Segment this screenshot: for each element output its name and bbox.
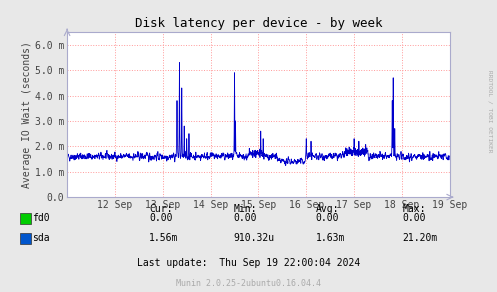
sda bbox=[412, 154, 417, 157]
Text: Last update:  Thu Sep 19 22:00:04 2024: Last update: Thu Sep 19 22:00:04 2024 bbox=[137, 258, 360, 268]
Text: RRDTOOL / TOBI OETIKER: RRDTOOL / TOBI OETIKER bbox=[487, 70, 492, 152]
Text: 1.56m: 1.56m bbox=[149, 233, 178, 243]
sda bbox=[283, 164, 289, 167]
Text: sda: sda bbox=[32, 233, 50, 243]
Text: 0.00: 0.00 bbox=[403, 213, 426, 223]
Text: 1.63m: 1.63m bbox=[316, 233, 345, 243]
sda bbox=[351, 153, 357, 156]
Text: fd0: fd0 bbox=[32, 213, 50, 223]
Text: Cur:: Cur: bbox=[149, 204, 172, 214]
Text: 21.20m: 21.20m bbox=[403, 233, 438, 243]
sda bbox=[64, 154, 70, 157]
sda bbox=[446, 155, 452, 159]
Line: sda: sda bbox=[67, 62, 450, 165]
sda bbox=[239, 154, 245, 158]
Text: Munin 2.0.25-2ubuntu0.16.04.4: Munin 2.0.25-2ubuntu0.16.04.4 bbox=[176, 279, 321, 288]
Text: 910.32u: 910.32u bbox=[234, 233, 275, 243]
Y-axis label: Average IO Wait (seconds): Average IO Wait (seconds) bbox=[22, 41, 32, 188]
sda bbox=[279, 158, 285, 161]
Text: Max:: Max: bbox=[403, 204, 426, 214]
Title: Disk latency per device - by week: Disk latency per device - by week bbox=[135, 17, 382, 29]
Text: 0.00: 0.00 bbox=[234, 213, 257, 223]
sda bbox=[176, 61, 182, 64]
Text: 0.00: 0.00 bbox=[316, 213, 339, 223]
Text: 0.00: 0.00 bbox=[149, 213, 172, 223]
Text: Avg:: Avg: bbox=[316, 204, 339, 214]
Text: Min:: Min: bbox=[234, 204, 257, 214]
sda bbox=[447, 154, 453, 158]
sda bbox=[401, 153, 407, 157]
